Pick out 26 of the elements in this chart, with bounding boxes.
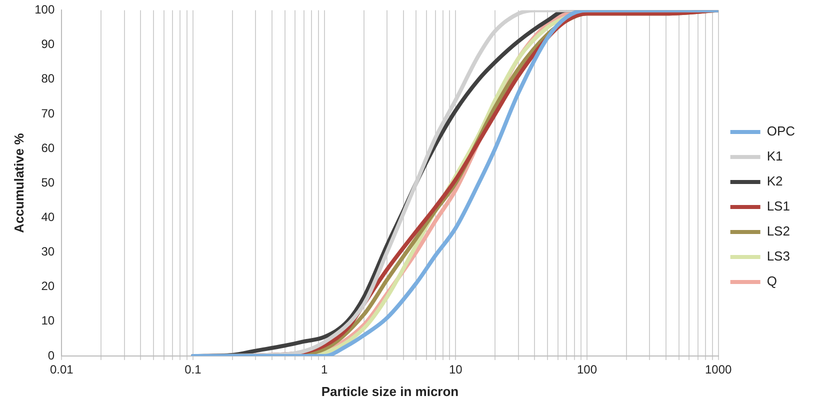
x-tick-label: 1000	[704, 362, 732, 377]
y-tick-label: 10	[41, 314, 55, 328]
x-tick-label: 0.1	[184, 362, 202, 377]
legend-label: K2	[766, 174, 783, 189]
y-tick-label: 50	[41, 175, 55, 190]
legend-label: LS1	[766, 198, 790, 214]
y-tick-label: 70	[41, 106, 55, 120]
x-tick-label: 10	[448, 362, 463, 377]
x-tick-label: 1	[320, 362, 328, 377]
legend-label: LS2	[766, 224, 790, 239]
y-tick-label: 90	[41, 37, 55, 52]
y-tick-label: 40	[41, 210, 55, 224]
y-tick-label: 20	[41, 279, 55, 294]
legend-label: LS3	[766, 248, 790, 264]
x-axis-title: Particle size in micron	[321, 384, 459, 399]
x-tick-label: 100	[576, 362, 598, 377]
y-axis-title: Accumulative %	[11, 132, 26, 233]
y-tick-label: 30	[41, 244, 55, 259]
y-tick-label: 60	[41, 140, 55, 155]
y-tick-label: 80	[41, 72, 55, 86]
legend-label: Q	[766, 274, 777, 289]
x-tick-label: 0.01	[50, 362, 74, 377]
legend-label: K1	[766, 148, 783, 164]
legend-label: OPC	[766, 124, 795, 139]
y-tick-label: 0	[48, 348, 55, 362]
y-tick-label: 100	[34, 2, 55, 17]
